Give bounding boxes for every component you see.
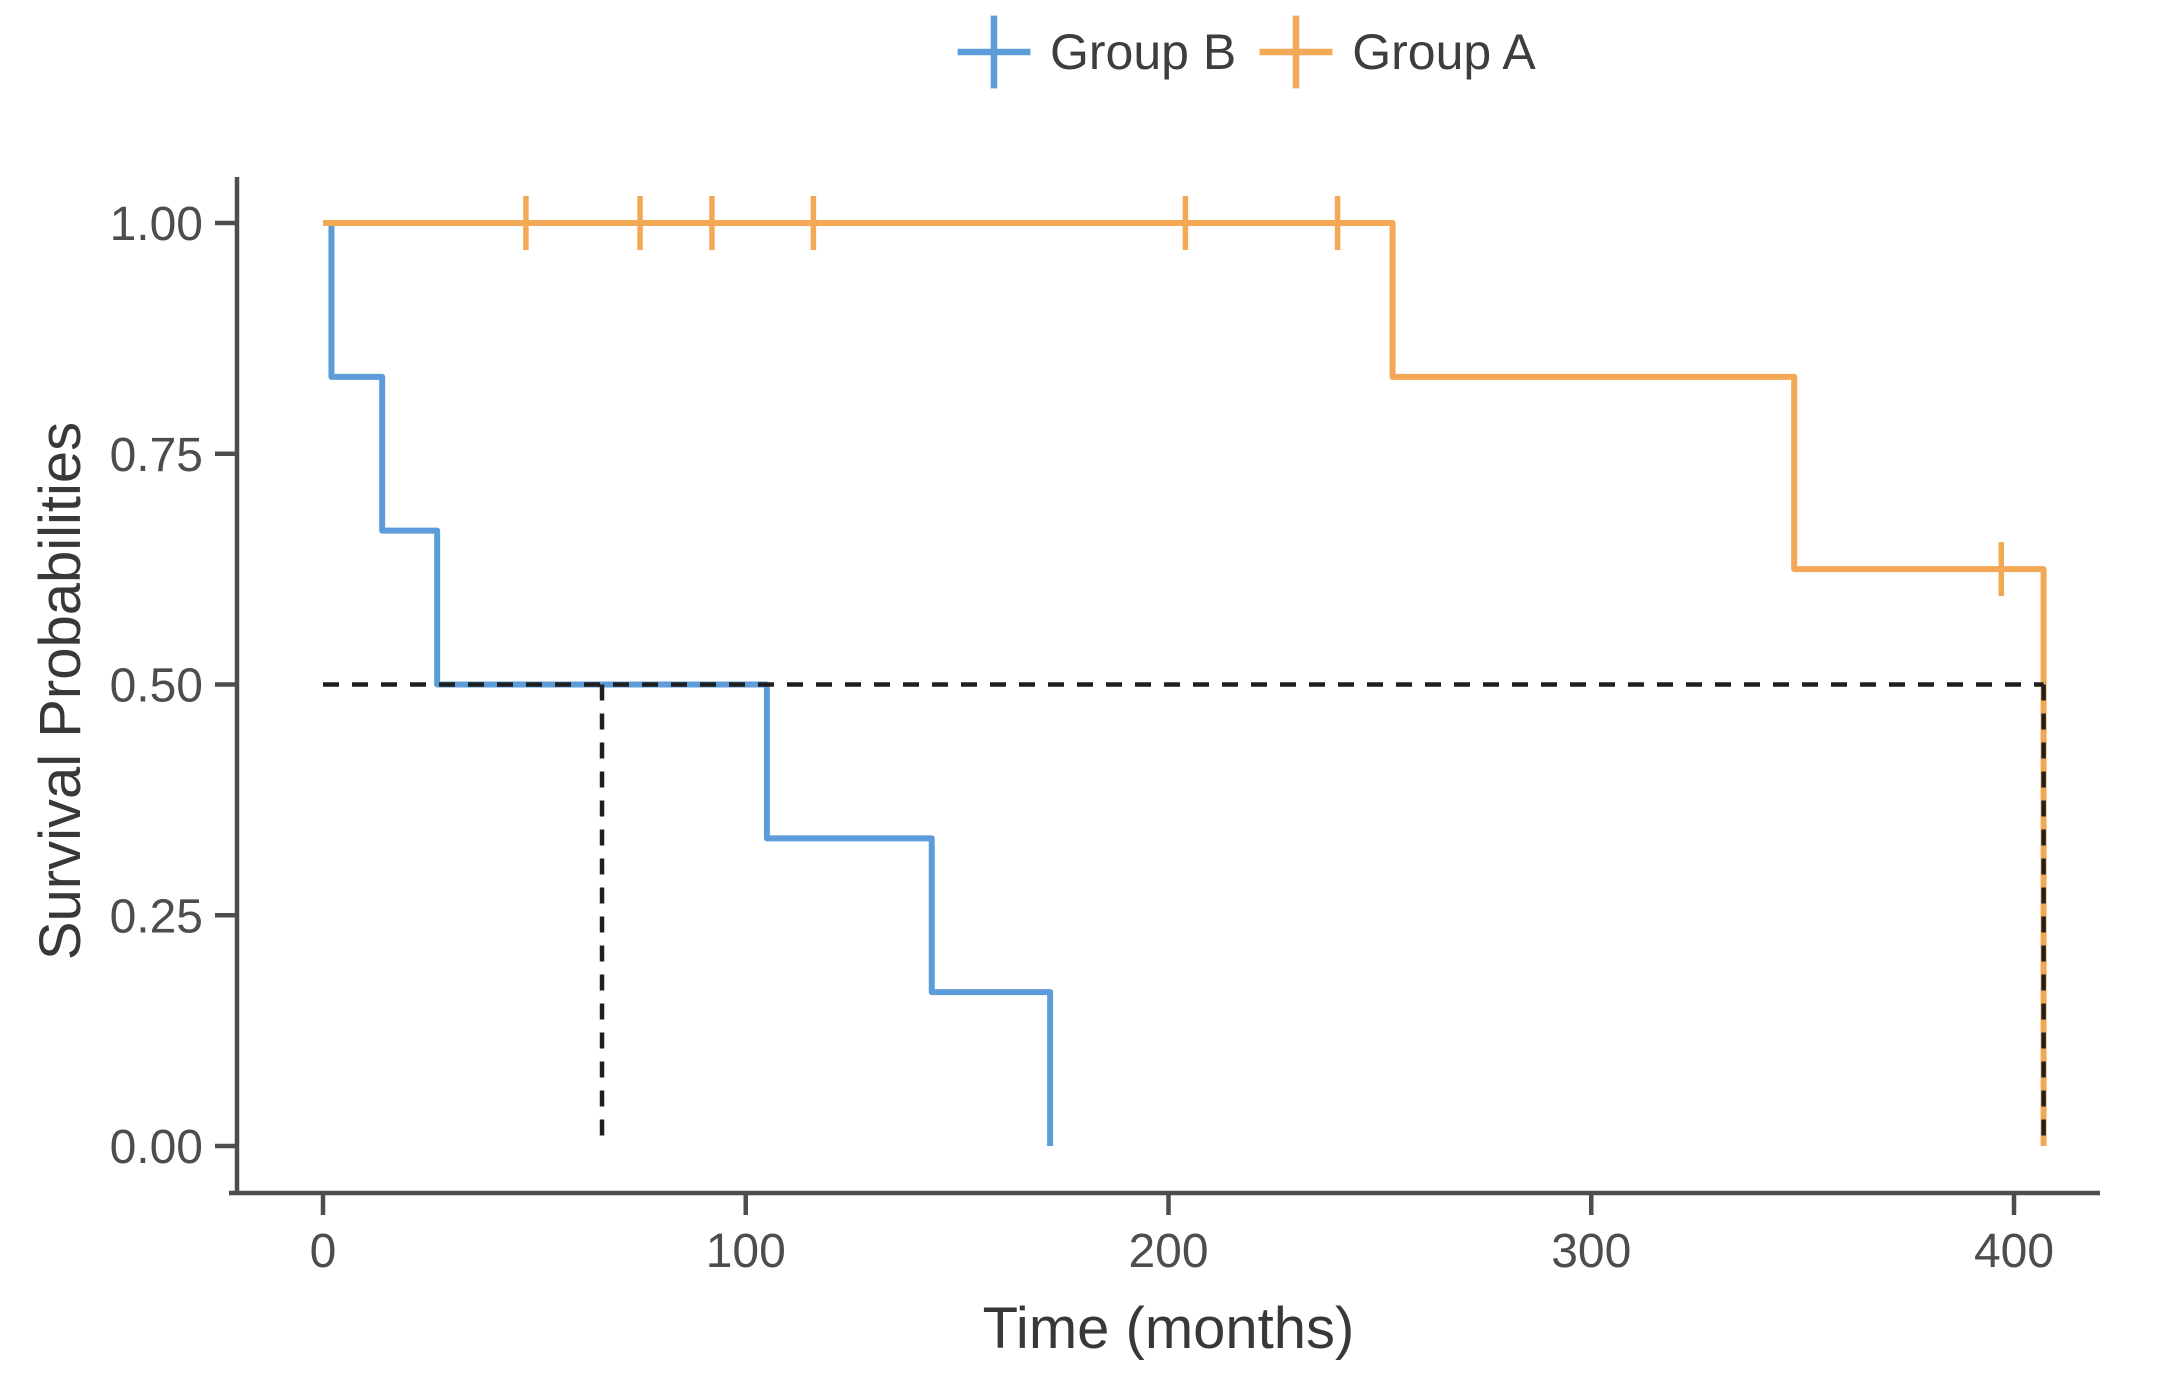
y-tick-label: 0.50 bbox=[110, 660, 203, 713]
y-tick-label: 0.75 bbox=[110, 429, 203, 482]
legend-label-group-b: Group B bbox=[1050, 24, 1237, 80]
x-axis-title: Time (months) bbox=[982, 1296, 1355, 1361]
x-tick-label: 200 bbox=[1128, 1225, 1208, 1278]
y-tick-label: 0.00 bbox=[110, 1121, 203, 1174]
x-tick-label: 300 bbox=[1551, 1225, 1631, 1278]
x-tick-label: 100 bbox=[706, 1225, 786, 1278]
censor-plus-icon-stroke bbox=[1259, 15, 1333, 89]
x-tick-label: 0 bbox=[310, 1225, 337, 1278]
censor-plus-icon bbox=[1259, 15, 1333, 89]
survival-curve-group-b bbox=[323, 220, 1054, 1146]
censor-plus-icon bbox=[957, 15, 1031, 89]
x-tick-label: 400 bbox=[1974, 1225, 2054, 1278]
legend-item-group-b: Group B bbox=[952, 10, 1236, 94]
survival-curve-group-a bbox=[323, 220, 2047, 1146]
legend-label-group-a: Group A bbox=[1352, 24, 1536, 80]
legend: Group B Group A bbox=[952, 8, 1536, 96]
y-tick-label: 0.25 bbox=[110, 890, 203, 943]
censor-plus-icon-stroke bbox=[957, 15, 1031, 89]
legend-item-group-a: Group A bbox=[1254, 10, 1536, 94]
y-tick-label: 1.00 bbox=[110, 198, 203, 251]
y-axis-title: Survival Probabilities bbox=[28, 421, 93, 961]
